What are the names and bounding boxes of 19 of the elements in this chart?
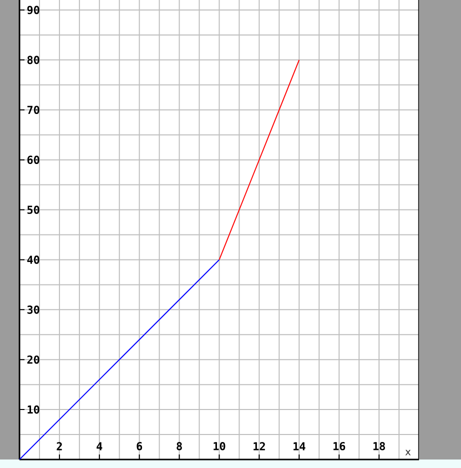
x-tick-label: 6 [136,442,142,450]
y-tick-label: 40 [27,256,40,264]
x-tick-label: 4 [96,442,102,450]
y-tick-label: 10 [28,405,40,414]
x-tick-label: 18 [373,442,385,450]
x-tick-label: 2 [56,442,62,450]
x-tick-label: 10 [214,442,226,450]
x-tick-label: 14 [294,442,306,450]
y-tick-label: 60 [27,156,40,164]
y-tick-label: 30 [27,305,40,314]
y-tick-label: 20 [27,355,40,364]
x-tick-label: 8 [176,442,182,450]
x-tick-label: 16 [333,442,346,450]
y-tick-label: 70 [27,106,40,114]
x-tick-label: 12 [254,442,265,450]
x-axis-title: x [405,450,411,456]
y-tick-label: 90 [27,6,40,14]
y-tick-label: 80 [27,56,40,64]
y-tick-label: 50 [27,206,40,214]
